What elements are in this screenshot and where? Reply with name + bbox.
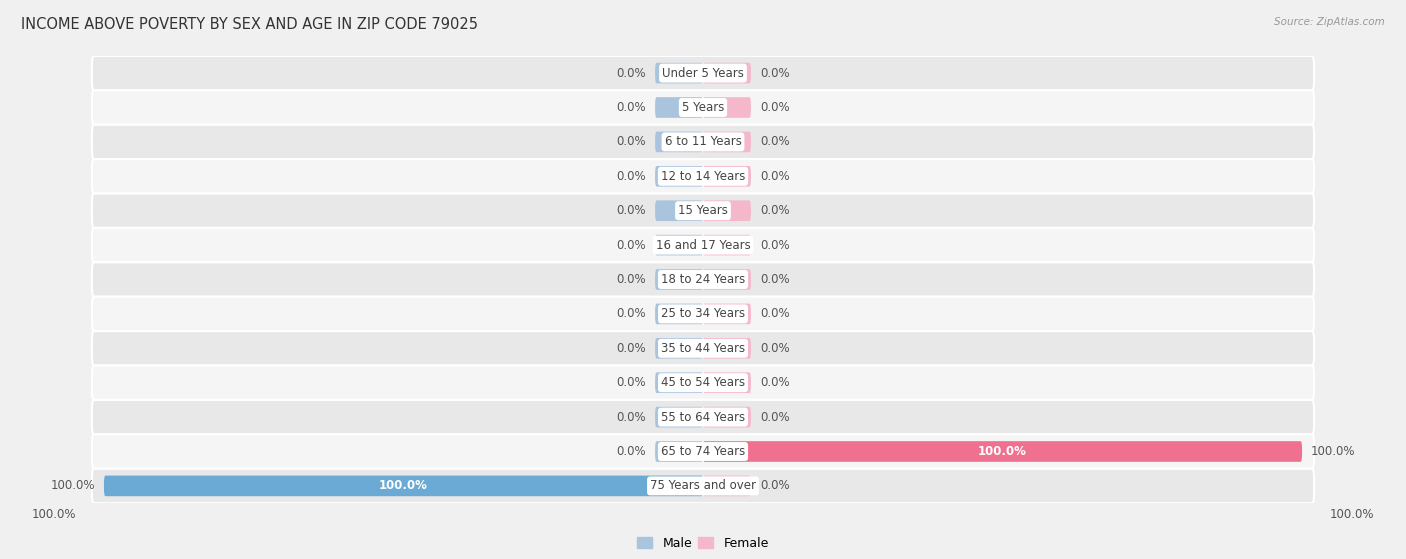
FancyBboxPatch shape (91, 468, 1315, 503)
FancyBboxPatch shape (91, 366, 1315, 400)
Text: 0.0%: 0.0% (759, 170, 790, 183)
FancyBboxPatch shape (703, 304, 751, 324)
Text: 25 to 34 Years: 25 to 34 Years (661, 307, 745, 320)
FancyBboxPatch shape (703, 97, 751, 118)
FancyBboxPatch shape (91, 159, 1315, 193)
FancyBboxPatch shape (703, 338, 751, 359)
Text: 0.0%: 0.0% (616, 135, 647, 148)
Text: 55 to 64 Years: 55 to 64 Years (661, 411, 745, 424)
FancyBboxPatch shape (91, 434, 1315, 468)
FancyBboxPatch shape (655, 131, 703, 152)
Text: 0.0%: 0.0% (759, 411, 790, 424)
FancyBboxPatch shape (91, 400, 1315, 434)
Text: Source: ZipAtlas.com: Source: ZipAtlas.com (1274, 17, 1385, 27)
FancyBboxPatch shape (91, 125, 1315, 159)
Text: 0.0%: 0.0% (759, 307, 790, 320)
FancyBboxPatch shape (703, 166, 751, 187)
Text: 0.0%: 0.0% (759, 239, 790, 252)
Text: 12 to 14 Years: 12 to 14 Years (661, 170, 745, 183)
FancyBboxPatch shape (703, 441, 1302, 462)
Text: 0.0%: 0.0% (759, 204, 790, 217)
FancyBboxPatch shape (655, 166, 703, 187)
Text: 0.0%: 0.0% (616, 101, 647, 114)
Text: 0.0%: 0.0% (616, 239, 647, 252)
FancyBboxPatch shape (703, 63, 751, 83)
Text: 15 Years: 15 Years (678, 204, 728, 217)
Text: 0.0%: 0.0% (759, 480, 790, 492)
Text: 6 to 11 Years: 6 to 11 Years (665, 135, 741, 148)
Text: 35 to 44 Years: 35 to 44 Years (661, 342, 745, 355)
FancyBboxPatch shape (703, 131, 751, 152)
Text: 100.0%: 100.0% (32, 508, 76, 521)
FancyBboxPatch shape (703, 269, 751, 290)
FancyBboxPatch shape (703, 476, 751, 496)
Text: 0.0%: 0.0% (759, 342, 790, 355)
Text: 100.0%: 100.0% (51, 480, 96, 492)
FancyBboxPatch shape (703, 407, 751, 428)
Text: 0.0%: 0.0% (759, 135, 790, 148)
Text: 18 to 24 Years: 18 to 24 Years (661, 273, 745, 286)
FancyBboxPatch shape (655, 235, 703, 255)
FancyBboxPatch shape (703, 235, 751, 255)
Text: 5 Years: 5 Years (682, 101, 724, 114)
FancyBboxPatch shape (655, 63, 703, 83)
FancyBboxPatch shape (91, 193, 1315, 228)
Text: 0.0%: 0.0% (616, 411, 647, 424)
FancyBboxPatch shape (91, 331, 1315, 366)
FancyBboxPatch shape (655, 441, 703, 462)
Text: 0.0%: 0.0% (616, 307, 647, 320)
Text: 65 to 74 Years: 65 to 74 Years (661, 445, 745, 458)
Text: 0.0%: 0.0% (616, 342, 647, 355)
Text: 0.0%: 0.0% (616, 273, 647, 286)
Text: 0.0%: 0.0% (616, 170, 647, 183)
FancyBboxPatch shape (104, 476, 703, 496)
Text: 100.0%: 100.0% (979, 445, 1026, 458)
Text: 0.0%: 0.0% (759, 67, 790, 79)
Text: Under 5 Years: Under 5 Years (662, 67, 744, 79)
Text: INCOME ABOVE POVERTY BY SEX AND AGE IN ZIP CODE 79025: INCOME ABOVE POVERTY BY SEX AND AGE IN Z… (21, 17, 478, 32)
Text: 0.0%: 0.0% (616, 67, 647, 79)
FancyBboxPatch shape (655, 269, 703, 290)
FancyBboxPatch shape (91, 262, 1315, 297)
FancyBboxPatch shape (703, 372, 751, 393)
Text: 0.0%: 0.0% (616, 204, 647, 217)
FancyBboxPatch shape (655, 338, 703, 359)
FancyBboxPatch shape (91, 91, 1315, 125)
FancyBboxPatch shape (655, 304, 703, 324)
Legend: Male, Female: Male, Female (633, 532, 773, 555)
FancyBboxPatch shape (91, 56, 1315, 91)
Text: 100.0%: 100.0% (1330, 508, 1374, 521)
Text: 0.0%: 0.0% (759, 101, 790, 114)
FancyBboxPatch shape (91, 228, 1315, 262)
Text: 75 Years and over: 75 Years and over (650, 480, 756, 492)
Text: 45 to 54 Years: 45 to 54 Years (661, 376, 745, 389)
FancyBboxPatch shape (655, 407, 703, 428)
FancyBboxPatch shape (655, 97, 703, 118)
FancyBboxPatch shape (655, 372, 703, 393)
Text: 0.0%: 0.0% (759, 273, 790, 286)
Text: 100.0%: 100.0% (380, 480, 427, 492)
Text: 0.0%: 0.0% (616, 445, 647, 458)
FancyBboxPatch shape (703, 200, 751, 221)
Text: 16 and 17 Years: 16 and 17 Years (655, 239, 751, 252)
Text: 100.0%: 100.0% (1310, 445, 1355, 458)
Text: 0.0%: 0.0% (759, 376, 790, 389)
FancyBboxPatch shape (91, 297, 1315, 331)
Text: 0.0%: 0.0% (616, 376, 647, 389)
FancyBboxPatch shape (655, 200, 703, 221)
